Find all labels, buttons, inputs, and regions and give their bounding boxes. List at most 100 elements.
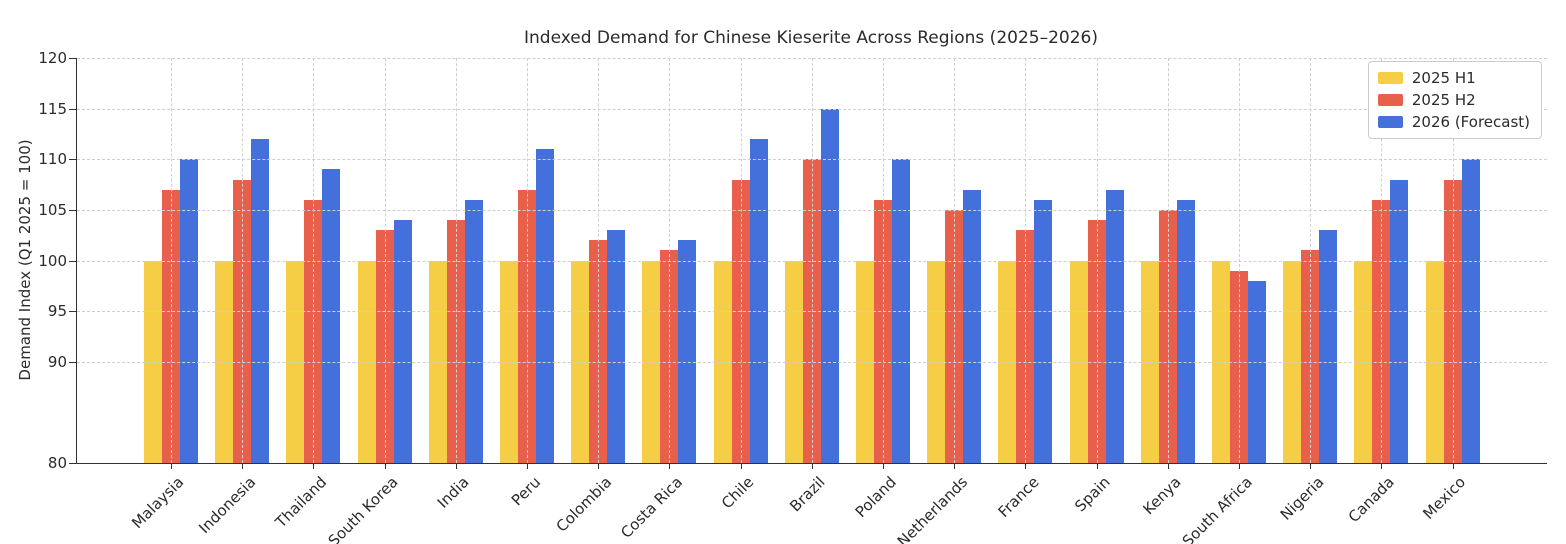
gridline-x-9	[811, 58, 813, 463]
bar-kenya-series-2	[1176, 199, 1195, 463]
bar-canada-series-2	[1390, 179, 1409, 463]
x-ticklabel-costa-rica: Costa Rica	[617, 473, 687, 542]
y-tickmark-120	[69, 58, 76, 59]
x-tickmark-15	[1239, 463, 1240, 469]
legend-item-2: 2026 (Forecast)	[1377, 113, 1530, 131]
x-ticklabel-south-korea: South Korea	[324, 473, 402, 544]
gridline-x-12	[1025, 58, 1027, 463]
y-tickmark-100	[69, 260, 76, 262]
x-ticklabel-mexico: Mexico	[1419, 473, 1470, 523]
gridline-x-14	[1167, 58, 1169, 463]
bar-peru-series-2	[536, 149, 554, 463]
legend-label: 2025 H2	[1411, 91, 1476, 109]
x-tickmark-18	[1452, 463, 1454, 469]
x-ticklabel-netherlands: Netherlands	[893, 473, 971, 544]
legend-swatch-icon	[1377, 116, 1403, 128]
y-ticklabel-100: 100	[38, 251, 67, 270]
bar-spain-series-2	[1105, 189, 1124, 463]
legend-item-0: 2025 H1	[1377, 69, 1530, 87]
x-ticklabel-spain: Spain	[1070, 473, 1114, 516]
x-tickmark-6	[598, 463, 600, 469]
y-ticklabel-90: 90	[47, 352, 67, 371]
bar-thailand-series-2	[322, 169, 341, 463]
x-tickmark-10	[883, 463, 884, 469]
gridline-x-17	[1381, 58, 1383, 463]
gridline-x-11	[954, 58, 956, 463]
gridline-x-13	[1096, 58, 1098, 463]
legend-label: 2025 H1	[1411, 69, 1476, 87]
x-tickmark-2	[313, 463, 315, 469]
legend-swatch-icon	[1377, 94, 1403, 106]
x-tickmark-4	[455, 463, 457, 469]
x-ticklabel-south-africa: South Africa	[1178, 473, 1256, 544]
gridline-x-18	[1452, 58, 1454, 463]
bar-south-korea-series-2	[393, 220, 412, 463]
x-tickmark-13	[1096, 463, 1098, 469]
gridline-x-7	[669, 58, 671, 463]
x-ticklabel-chile: Chile	[718, 473, 758, 513]
bar-colombia-series-2	[607, 230, 626, 463]
y-tickmark-80	[69, 463, 76, 464]
x-ticklabel-canada: Canada	[1345, 473, 1399, 527]
x-tickmark-3	[384, 463, 386, 469]
x-tickmark-12	[1025, 463, 1027, 469]
x-tickmark-1	[242, 463, 244, 469]
x-tickmark-17	[1381, 463, 1383, 469]
bar-indonesia-series-2	[251, 139, 270, 463]
gridline-x-6	[598, 58, 600, 463]
gridline-x-0	[171, 58, 172, 463]
x-tickmark-9	[811, 463, 813, 469]
legend-label: 2026 (Forecast)	[1411, 113, 1530, 131]
y-ticklabel-95: 95	[47, 302, 67, 321]
y-ticklabel-115: 115	[38, 99, 67, 118]
x-tickmark-8	[740, 463, 742, 469]
bar-netherlands-series-2	[963, 189, 982, 463]
x-ticklabel-france: France	[994, 473, 1043, 522]
gridline-x-4	[455, 58, 457, 463]
gridline-x-8	[740, 58, 742, 463]
y-tickmark-95	[69, 311, 76, 313]
gridline-x-1	[242, 58, 244, 463]
gridline-x-10	[883, 58, 884, 463]
bar-brazil-series-2	[820, 108, 839, 463]
gridline-x-5	[527, 58, 528, 463]
y-tickmark-105	[69, 209, 76, 211]
x-ticklabel-colombia: Colombia	[552, 473, 615, 536]
x-ticklabel-thailand: Thailand	[271, 473, 331, 532]
y-ticklabel-120: 120	[38, 49, 67, 67]
y-ticklabel-80: 80	[47, 454, 67, 472]
gridline-x-16	[1310, 58, 1312, 463]
y-ticklabel-105: 105	[38, 200, 67, 219]
x-tickmark-11	[954, 463, 956, 469]
legend: 2025 H1 2025 H2 2026 (Forecast)	[1367, 61, 1542, 139]
x-ticklabel-peru: Peru	[507, 473, 544, 510]
x-ticklabel-kenya: Kenya	[1139, 473, 1185, 519]
bar-france-series-2	[1034, 199, 1053, 463]
plot-area: 2025 H1 2025 H2 2026 (Forecast) 80 90 95 100 1…	[38, 49, 1547, 544]
x-tickmark-5	[527, 463, 528, 469]
legend-swatch-icon	[1377, 72, 1403, 84]
x-ticklabel-malaysia: Malaysia	[128, 473, 188, 533]
gridline-x-3	[384, 58, 386, 463]
y-tickmark-110	[69, 159, 76, 161]
x-ticklabel-poland: Poland	[851, 473, 900, 522]
bar-chile-series-2	[749, 139, 768, 463]
x-tickmark-0	[171, 463, 172, 469]
bar-costa-rica-series-2	[678, 240, 697, 463]
legend-item-1: 2025 H2	[1377, 91, 1530, 109]
y-axis-label: Demand Index (Q1 2025 = 100)	[16, 139, 34, 381]
chart-title: Indexed Demand for Chinese Kieserite Acr…	[524, 28, 1098, 48]
y-ticklabel-110: 110	[38, 150, 67, 169]
x-tickmark-16	[1310, 463, 1312, 469]
bar-nigeria-series-2	[1319, 230, 1338, 463]
bar-south-africa-series-2	[1248, 280, 1266, 463]
gridline-x-2	[313, 58, 315, 463]
x-ticklabel-india: India	[433, 473, 473, 512]
x-ticklabel-nigeria: Nigeria	[1276, 473, 1327, 524]
x-tickmark-7	[669, 463, 671, 469]
gridline-x-15	[1239, 58, 1240, 463]
y-tickmark-115	[69, 108, 76, 110]
y-tickmark-90	[69, 361, 76, 363]
x-tickmark-14	[1167, 463, 1169, 469]
